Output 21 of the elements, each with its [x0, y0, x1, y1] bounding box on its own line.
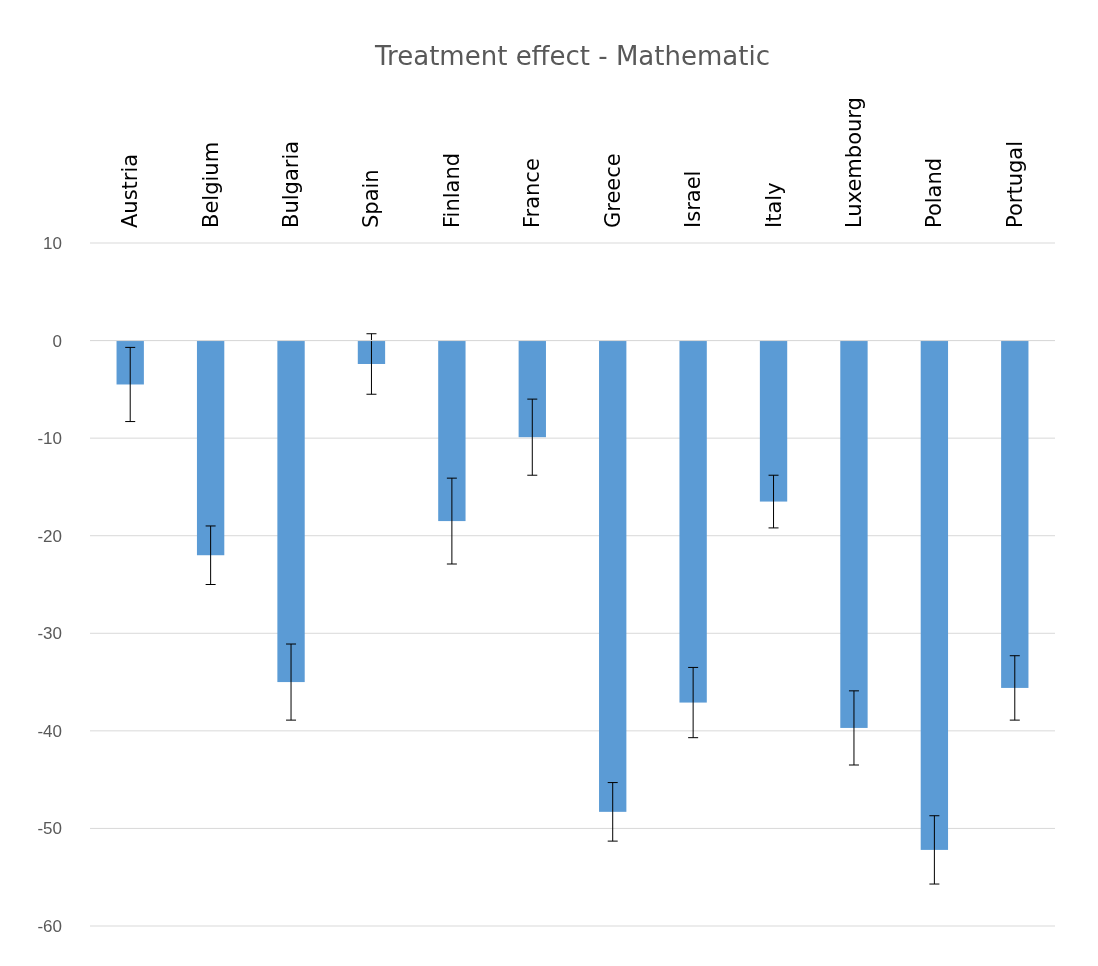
- x-tick-label: Greece: [600, 153, 625, 228]
- y-tick-label: -40: [37, 721, 62, 741]
- y-tick-label: -30: [37, 624, 62, 644]
- x-tick-label: Portugal: [1002, 141, 1027, 228]
- y-tick-label: -60: [37, 916, 62, 936]
- x-tick-label: Israel: [681, 170, 706, 228]
- x-tick-label: Austria: [118, 153, 143, 228]
- y-tick-label: 10: [43, 233, 62, 253]
- x-tick-label: Italy: [761, 182, 786, 228]
- x-tick-label: Bulgaria: [279, 140, 304, 228]
- y-tick-label: -10: [37, 429, 62, 449]
- y-tick-label: -50: [37, 819, 62, 839]
- x-tick-label: France: [520, 158, 545, 228]
- chart-title: Treatment effect - Mathematic: [374, 41, 770, 71]
- x-tick-label: Spain: [359, 169, 384, 228]
- y-tick-label: 0: [52, 331, 62, 351]
- x-tick-label: Poland: [922, 157, 947, 228]
- x-tick-label: Finland: [439, 152, 464, 228]
- y-tick-label: -20: [37, 526, 62, 546]
- x-tick-label: Belgium: [198, 141, 223, 228]
- x-tick-label: Luxembourg: [841, 97, 866, 228]
